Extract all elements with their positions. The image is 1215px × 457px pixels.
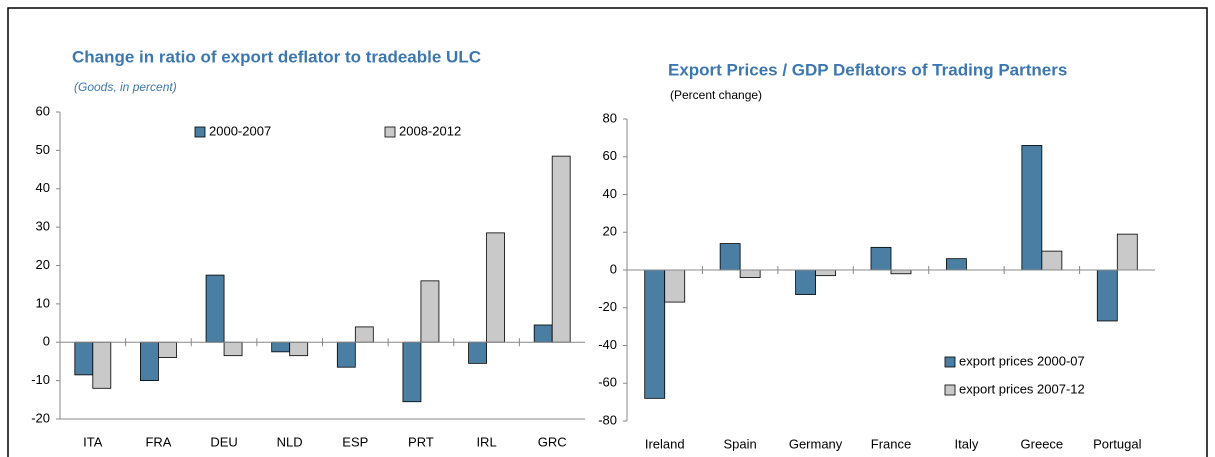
x-tick-label: ESP	[342, 434, 368, 449]
bar	[533, 324, 553, 343]
bar	[551, 155, 571, 343]
y-tick-label: 20	[36, 257, 50, 272]
frame	[7, 7, 1208, 457]
bar	[354, 326, 374, 343]
bar	[92, 341, 112, 389]
y-tick-label: -20	[598, 299, 617, 314]
y-tick-label: -20	[31, 410, 50, 425]
x-tick-label: Ireland	[645, 436, 685, 451]
bar	[402, 341, 422, 403]
bar	[719, 243, 741, 271]
legend-swatch	[944, 384, 956, 396]
legend-label: 2000-2007	[209, 123, 271, 138]
y-tick-label: 50	[36, 142, 50, 157]
legend-label: 2008-2012	[399, 123, 461, 138]
y-tick-label: 60	[36, 103, 50, 118]
y-tick-label: -80	[598, 412, 617, 427]
bar	[486, 232, 505, 343]
x-tick-label: PRT	[408, 434, 434, 449]
x-tick-label: ITA	[83, 434, 103, 449]
legend-label: export prices 2007-12	[959, 381, 1085, 396]
bar	[1096, 269, 1118, 322]
legend-label: export prices 2000-07	[959, 353, 1085, 368]
bar	[158, 341, 177, 359]
y-tick-label: 80	[603, 110, 617, 125]
bar	[74, 341, 94, 376]
x-tick-label: FRA	[145, 434, 171, 449]
bar	[289, 341, 309, 357]
bar	[205, 274, 225, 343]
x-tick-label: NLD	[277, 434, 303, 449]
x-tick-label: France	[871, 436, 911, 451]
y-tick-label: 40	[603, 186, 617, 201]
bar	[795, 269, 816, 295]
bar	[815, 269, 836, 277]
y-tick-label: -60	[598, 375, 617, 390]
bar	[336, 341, 356, 368]
y-tick-label: 40	[36, 180, 50, 195]
bar	[1021, 145, 1043, 271]
x-tick-label: Greece	[1021, 436, 1064, 451]
bar	[1116, 233, 1138, 271]
bar	[664, 269, 686, 303]
bar	[890, 269, 912, 275]
y-tick-label: 60	[603, 148, 617, 163]
x-tick-label: GRC	[538, 434, 567, 449]
legend-swatch	[944, 356, 956, 368]
bar	[140, 341, 159, 382]
chart-subtitle: (Goods, in percent)	[74, 80, 177, 94]
bar	[223, 341, 243, 357]
y-tick-label: -40	[598, 337, 617, 352]
x-tick-label: Italy	[955, 436, 979, 451]
bar	[420, 280, 440, 343]
bar	[739, 269, 761, 278]
y-tick-label: 20	[603, 224, 617, 239]
bar	[271, 341, 291, 353]
x-tick-label: DEU	[210, 434, 237, 449]
bar	[1041, 250, 1063, 271]
y-tick-label: 0	[43, 334, 50, 349]
y-tick-label: 30	[36, 219, 50, 234]
x-tick-label: IRL	[476, 434, 496, 449]
chart-title: Change in ratio of export deflator to tr…	[72, 47, 481, 66]
y-tick-label: 0	[610, 261, 617, 276]
bar	[644, 269, 666, 399]
x-tick-label: Portugal	[1093, 436, 1142, 451]
y-tick-label: 10	[36, 295, 50, 310]
x-tick-label: Germany	[789, 436, 843, 451]
chart-subtitle: (Percent change)	[670, 88, 762, 102]
legend-swatch	[194, 126, 206, 138]
chart-title: Export Prices / GDP Deflators of Trading…	[668, 60, 1067, 79]
bar	[468, 341, 487, 364]
legend-swatch	[384, 126, 396, 138]
x-tick-label: Spain	[724, 436, 757, 451]
bar	[870, 246, 892, 271]
y-tick-label: -10	[31, 372, 50, 387]
bar	[946, 258, 967, 271]
